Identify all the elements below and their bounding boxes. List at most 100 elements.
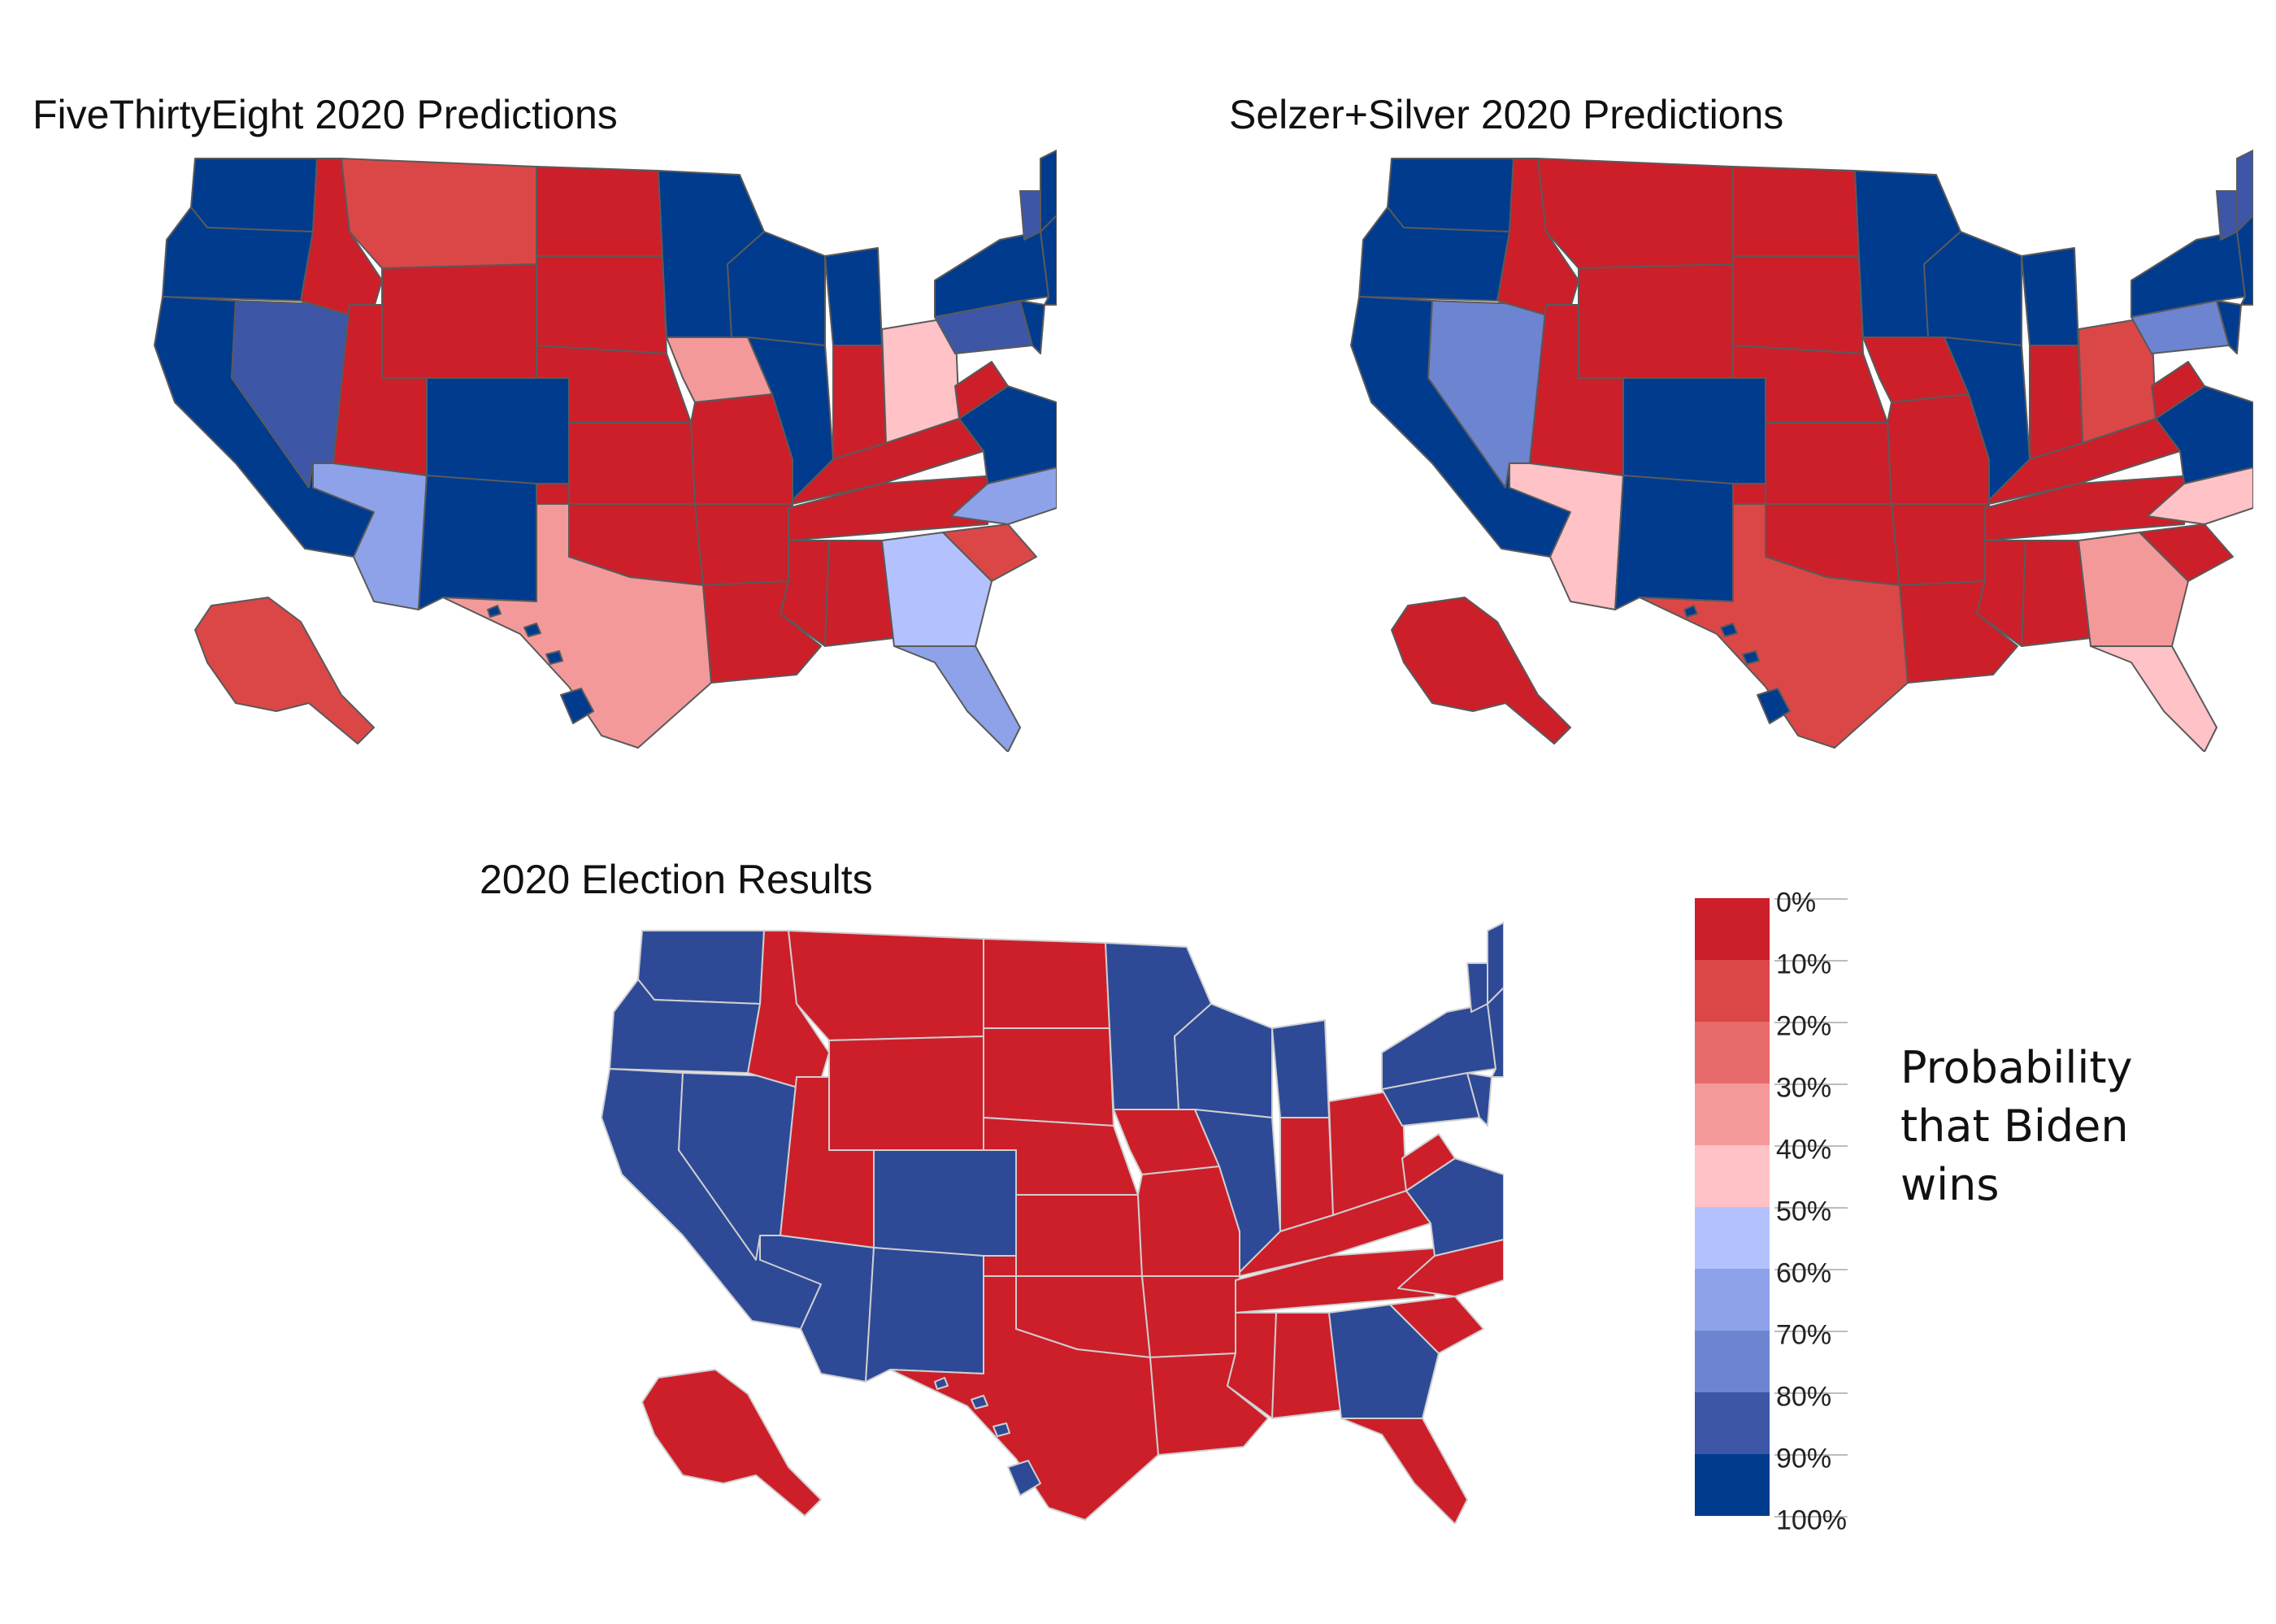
state-ar [1891, 503, 1990, 586]
state-ak [1391, 597, 1571, 745]
legend-swatch [1695, 1145, 1770, 1207]
legend-title: Probability that Biden wins [1900, 1042, 2133, 1210]
state-mt [1537, 158, 1734, 269]
state-sd [536, 255, 667, 354]
state-nj [2216, 300, 2242, 354]
legend-tick [1774, 1331, 1848, 1332]
state-wa [1387, 158, 1514, 232]
state-mi [1271, 1019, 1330, 1118]
state-wy [828, 1036, 984, 1151]
state-mi [2021, 247, 2079, 346]
state-tx [442, 503, 712, 749]
state-ms [1227, 1312, 1277, 1419]
state-nj [1466, 1072, 1492, 1127]
legend-tick [1774, 1145, 1848, 1147]
state-wv [2151, 361, 2205, 419]
legend-tick-label: 70% [1776, 1319, 1832, 1351]
state-ms [780, 540, 830, 647]
state-fl [1340, 1418, 1468, 1524]
state-nh [1019, 190, 1041, 241]
state-in [1279, 1117, 1334, 1232]
legend-swatch [1695, 898, 1770, 960]
legend-tick [1774, 960, 1848, 962]
legend-tick-label: 20% [1776, 1010, 1832, 1042]
legend-swatch [1695, 1022, 1770, 1083]
state-hi [1007, 1460, 1041, 1496]
legend-swatch [1695, 1331, 1770, 1392]
state-mi [824, 247, 883, 346]
legend-swatch [1695, 1392, 1770, 1454]
state-co [426, 377, 570, 489]
legend-tick-label: 0% [1776, 887, 1817, 918]
state-ak [641, 1369, 822, 1517]
state-hi-island [1683, 605, 1698, 618]
state-fl [2090, 645, 2217, 752]
state-nd [983, 938, 1110, 1029]
map-fivethirtyeight [154, 150, 1057, 752]
state-nd [536, 166, 663, 257]
state-co [1622, 377, 1766, 489]
state-in [2029, 345, 2083, 460]
state-in [832, 345, 887, 460]
state-ar [694, 503, 793, 586]
state-nj [1019, 300, 1045, 354]
state-wy [381, 263, 537, 379]
state-ak [194, 597, 375, 745]
state-ga [881, 532, 992, 647]
state-hi-island [1742, 650, 1760, 665]
state-sc [942, 523, 1037, 582]
state-ks [1015, 1194, 1143, 1277]
state-me [2236, 150, 2253, 232]
state-tx [889, 1275, 1159, 1521]
state-nm [418, 475, 537, 610]
map-election-results [601, 922, 1504, 1524]
state-sd [983, 1027, 1114, 1127]
map-selzer-silver [1350, 150, 2253, 752]
legend-swatch [1695, 960, 1770, 1022]
legend-tick-label: 80% [1776, 1381, 1832, 1413]
state-wy [1578, 263, 1734, 379]
legend-tick-label: 60% [1776, 1257, 1832, 1289]
state-hi-island [1720, 623, 1738, 637]
map-title-fivethirtyeight: FiveThirtyEight 2020 Predictions [33, 92, 618, 137]
state-hi [1757, 688, 1791, 724]
state-ks [568, 422, 696, 505]
state-hi [560, 688, 594, 724]
state-nm [1614, 475, 1734, 610]
state-nm [865, 1247, 984, 1383]
state-ar [1141, 1275, 1240, 1358]
legend-swatch [1695, 1083, 1770, 1145]
probability-legend: 0% 10% 20% 30% 40% 50% 60% 70% 80% 90% 100% [1695, 888, 2101, 1548]
legend-tick-label: 10% [1776, 949, 1832, 980]
state-nh [1466, 962, 1488, 1013]
legend-tick-label: 50% [1776, 1196, 1832, 1227]
state-ms [1976, 540, 2026, 647]
state-ga [1328, 1304, 1440, 1419]
state-nh [2216, 190, 2238, 241]
legend-tick [1774, 898, 1848, 900]
state-hi-island [523, 623, 541, 637]
state-fl [893, 645, 1021, 752]
state-me [1487, 922, 1504, 1005]
state-hi-island [992, 1422, 1010, 1437]
legend-tick-label: 100% [1776, 1505, 1847, 1536]
legend-tick [1774, 1516, 1848, 1518]
map-title-selzer-silver: Selzer+Silver 2020 Predictions [1229, 92, 1784, 137]
state-wv [1401, 1133, 1456, 1192]
legend-swatch [1695, 1454, 1770, 1516]
legend-tick-label: 30% [1776, 1072, 1832, 1104]
state-nc [2147, 467, 2253, 525]
legend-swatch [1695, 1269, 1770, 1331]
map-title-election-results: 2020 Election Results [480, 857, 873, 902]
legend-tick [1774, 1269, 1848, 1270]
state-sd [1732, 255, 1864, 354]
state-tx [1639, 503, 1909, 749]
state-hi-island [487, 605, 502, 618]
state-co [873, 1149, 1017, 1261]
legend-swatch [1695, 1207, 1770, 1269]
state-ks [1765, 422, 1892, 505]
state-hi-island [934, 1377, 949, 1390]
state-me [1040, 150, 1057, 232]
legend-tick [1774, 1454, 1848, 1456]
state-hi-island [971, 1395, 988, 1409]
